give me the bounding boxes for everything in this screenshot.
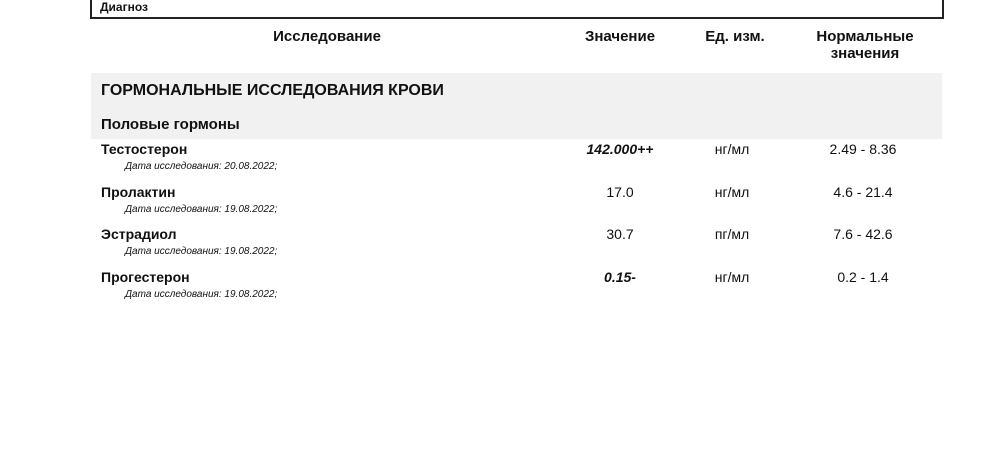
subsection-title: Половые гормоны: [101, 116, 240, 133]
table-row: Эстрадиол Дата исследования: 19.08.2022;…: [0, 226, 984, 268]
header-normal-line2: значения: [830, 45, 900, 62]
header-unit: Ед. изм.: [705, 28, 765, 45]
test-date: Дата исследования: 19.08.2022;: [125, 203, 278, 215]
test-value: 0.15-: [604, 268, 636, 285]
test-unit: пг/мл: [714, 226, 750, 242]
test-name: Прогестерон: [101, 268, 190, 285]
test-value: 30.7: [606, 226, 634, 242]
test-date: Дата исследования: 19.08.2022;: [125, 288, 278, 300]
table-row: Тестостерон Дата исследования: 20.08.202…: [0, 141, 984, 183]
table-row: Пролактин Дата исследования: 19.08.2022;…: [0, 184, 984, 226]
diagnosis-label: Диагноз: [100, 0, 148, 14]
test-unit: нг/мл: [714, 141, 750, 157]
test-value: 17.0: [606, 183, 634, 200]
test-name: Эстрадиол: [101, 226, 177, 242]
test-date: Дата исследования: 20.08.2022;: [125, 161, 278, 172]
test-normal-range: 0.2 - 1.4: [837, 268, 889, 285]
header-value: Значение: [584, 28, 656, 45]
table-row: Прогестерон Дата исследования: 19.08.202…: [0, 269, 984, 311]
test-normal-range: 2.49 - 8.36: [829, 141, 897, 157]
test-normal-range: 7.6 - 42.6: [833, 226, 893, 242]
header-normal-line1: Нормальные: [816, 28, 914, 45]
header-test: Исследование: [273, 28, 381, 45]
test-name: Тестостерон: [101, 141, 188, 157]
diagnosis-box: Диагноз: [90, 0, 944, 19]
test-date: Дата исследования: 19.08.2022;: [125, 246, 278, 257]
section-band: [91, 73, 942, 139]
test-normal-range: 4.6 - 21.4: [833, 183, 893, 200]
test-name: Пролактин: [101, 183, 176, 200]
header-normal: Нормальные значения: [795, 28, 935, 62]
section-title: ГОРМОНАЛЬНЫЕ ИССЛЕДОВАНИЯ КРОВИ: [101, 82, 444, 99]
test-unit: нг/мл: [714, 183, 750, 200]
test-unit: нг/мл: [714, 268, 750, 285]
test-value: 142.000++: [586, 141, 654, 157]
